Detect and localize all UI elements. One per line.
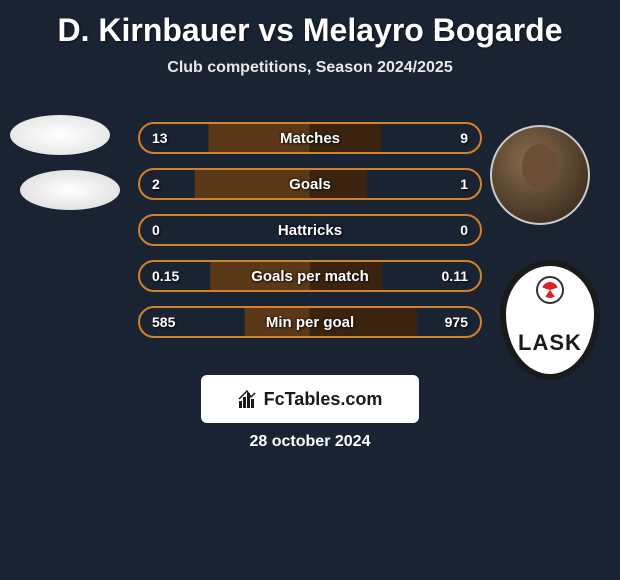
stat-row: Goals2 1 [138,168,482,200]
player-left-club-badge [20,170,120,210]
stat-label: Matches [140,124,480,152]
comparison-title: D. Kirnbauer vs Melayro Bogarde [0,0,620,49]
player-right-club-badge: LASK [500,260,600,380]
stat-label: Goals [140,170,480,198]
player-left-avatar [10,115,110,155]
stat-row: Goals per match0.15 0.11 [138,260,482,292]
stat-value-right: 0 [460,216,468,244]
stats-table: Matches13 9 Goals2 1 Hattricks0 0 Goals per ma… [138,122,482,352]
stat-value-right: 1 [460,170,468,198]
stat-value-left: 13 [152,124,168,152]
club-badge-text: LASK [518,330,582,356]
bar-chart-icon [238,389,258,409]
stat-value-right: 975 [445,308,468,336]
comparison-subtitle: Club competitions, Season 2024/2025 [0,59,620,77]
stat-label: Goals per match [140,262,480,290]
stat-value-left: 0 [152,216,160,244]
stat-value-left: 0.15 [152,262,179,290]
stat-label: Min per goal [140,308,480,336]
stat-row: Matches13 9 [138,122,482,154]
logo-text: FcTables.com [264,389,383,410]
stat-value-right: 0.11 [442,262,468,290]
stat-value-left: 585 [152,308,175,336]
stat-label: Hattricks [140,216,480,244]
player-right-avatar [490,125,590,225]
stat-row: Hattricks0 0 [138,214,482,246]
comparison-date: 28 october 2024 [0,433,620,451]
fctables-logo: FcTables.com [201,375,419,423]
stat-value-left: 2 [152,170,160,198]
stat-row: Min per goal585 975 [138,306,482,338]
club-badge-emblem-icon [536,276,564,304]
stat-value-right: 9 [460,124,468,152]
